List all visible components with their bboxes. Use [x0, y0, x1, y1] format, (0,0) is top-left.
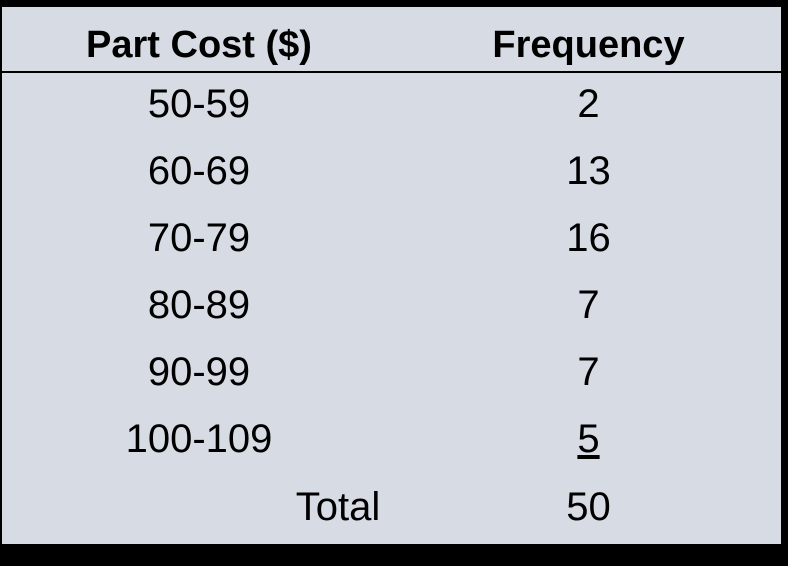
- row-range: 70-79: [147, 216, 251, 260]
- row-frequency: 13: [566, 149, 611, 193]
- frequency-table: Part Cost ($) Frequency 50-59 2 60-69 13…: [2, 7, 781, 544]
- row-range: 60-69: [147, 149, 251, 193]
- row-range: 50-59: [147, 82, 251, 126]
- total-label: Total: [295, 485, 381, 529]
- row-frequency: 2: [577, 82, 600, 126]
- row-frequency: 7: [577, 283, 600, 327]
- row-frequency: 16: [566, 216, 611, 260]
- header-divider: [2, 71, 781, 73]
- row-frequency: 7: [577, 350, 600, 394]
- row-range: 100-109: [125, 417, 273, 461]
- total-value: 50: [566, 485, 611, 529]
- row-range: 90-99: [147, 350, 251, 394]
- header-part-cost: Part Cost ($): [86, 24, 312, 66]
- row-range: 80-89: [147, 283, 251, 327]
- row-frequency: 5: [577, 417, 600, 461]
- header-frequency: Frequency: [492, 24, 685, 66]
